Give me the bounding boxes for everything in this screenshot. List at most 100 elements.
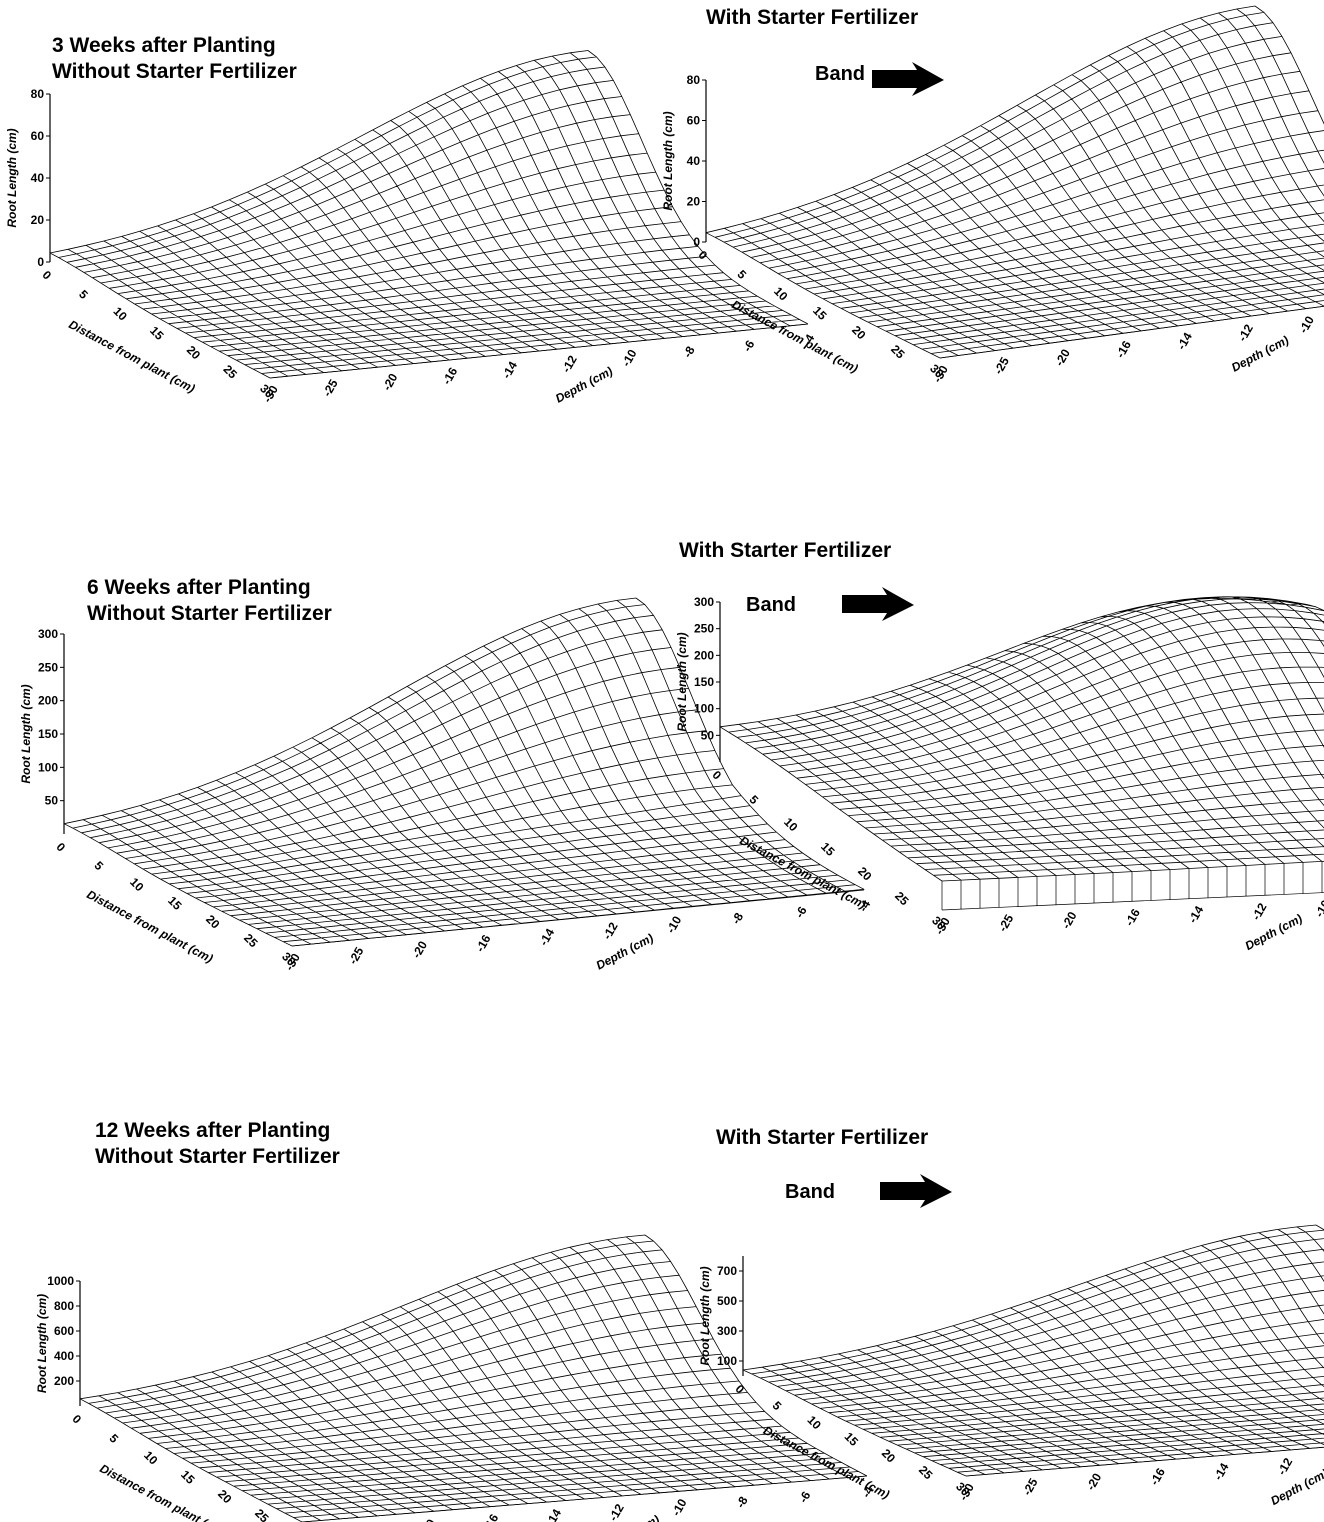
x-tick-label: 5 bbox=[770, 1399, 785, 1414]
y-tick-label: -25 bbox=[995, 912, 1016, 934]
x-tick-label: 15 bbox=[818, 839, 838, 859]
y-tick-label: -20 bbox=[380, 371, 401, 393]
x-tick-label: 10 bbox=[127, 875, 147, 895]
y-tick-label: -12 bbox=[1249, 900, 1270, 922]
y-tick-label: -12 bbox=[559, 353, 580, 375]
y-tick-label: -10 bbox=[663, 913, 684, 935]
z-tick-label: 100 bbox=[717, 1354, 737, 1368]
y-tick-label: -6 bbox=[796, 1489, 814, 1506]
z-tick-label: 300 bbox=[38, 627, 58, 641]
x-tick-label: 25 bbox=[252, 1506, 272, 1522]
y-tick-label: -10 bbox=[619, 347, 640, 369]
y-tick-label: -12 bbox=[600, 920, 621, 942]
y-tick-label: -14 bbox=[1174, 330, 1195, 352]
y-tick-label: -12 bbox=[606, 1501, 627, 1522]
x-tick-label: 15 bbox=[165, 893, 185, 913]
y-tick-label: -8 bbox=[680, 344, 698, 361]
chart-subtitle: Without Starter Fertilizer bbox=[52, 60, 297, 83]
y-tick-label: -20 bbox=[1052, 346, 1073, 368]
surface-panel-5: 12 Weeks after Planting Without Starter F… bbox=[35, 1119, 876, 1522]
x-tick-label: 15 bbox=[810, 303, 830, 323]
z-tick-label: 600 bbox=[54, 1324, 74, 1338]
surface-panel-2: With Starter Fertilizer Band 0 20 40 60 80 Root… bbox=[661, 5, 1324, 385]
x-tick-label: 10 bbox=[141, 1448, 161, 1468]
z-tick-label: 250 bbox=[38, 660, 58, 674]
x-tick-label: 15 bbox=[147, 323, 167, 343]
x-tick-label: 20 bbox=[203, 912, 223, 932]
y-tick-label: -16 bbox=[439, 365, 460, 387]
y-tick-label: -16 bbox=[1122, 906, 1143, 928]
y-tick-label: -25 bbox=[1020, 1476, 1041, 1498]
surface-mesh bbox=[719, 596, 1324, 882]
y-tick-label: -14 bbox=[1211, 1460, 1232, 1482]
y-tick-label: -8 bbox=[733, 1494, 751, 1511]
x-tick-label: 25 bbox=[916, 1463, 936, 1483]
surface-panel-3: 6 Weeks after Planting Without Starter Fe… bbox=[19, 576, 873, 973]
z-tick-label: 40 bbox=[687, 154, 701, 168]
z-tick-label: 200 bbox=[54, 1374, 74, 1388]
band-arrow-icon bbox=[880, 1174, 952, 1208]
surface-skirt bbox=[301, 1475, 868, 1522]
chart-title: 3 Weeks after Planting bbox=[52, 34, 276, 57]
z-tick-label: 80 bbox=[687, 73, 701, 87]
z-tick-label: 800 bbox=[54, 1299, 74, 1313]
band-label: Band bbox=[746, 594, 796, 616]
z-tick-label: 50 bbox=[701, 728, 715, 742]
y-tick-label: -20 bbox=[418, 1516, 439, 1522]
x-tick-label: 20 bbox=[849, 323, 869, 343]
z-tick-label: 200 bbox=[38, 694, 58, 708]
x-axis-label: Distance from plant (cm) bbox=[761, 1423, 892, 1501]
surface-skirt bbox=[965, 1446, 1324, 1477]
surface-skirt bbox=[269, 323, 809, 379]
y-tick-label: -20 bbox=[1083, 1470, 1104, 1492]
x-tick-label: 25 bbox=[241, 931, 261, 951]
y-tick-label: -10 bbox=[1312, 897, 1324, 919]
chart-subtitle: Without Starter Fertilizer bbox=[95, 1145, 340, 1168]
surface-mesh bbox=[63, 597, 865, 947]
x-tick-label: 25 bbox=[888, 342, 908, 362]
z-tick-label: 0 bbox=[693, 235, 700, 249]
y-tick-label: -10 bbox=[1296, 313, 1317, 335]
surface-mesh bbox=[79, 1234, 868, 1522]
z-axis-label: Root Length (cm) bbox=[35, 1294, 49, 1393]
y-tick-label: -10 bbox=[669, 1496, 690, 1518]
z-tick-label: 20 bbox=[31, 213, 45, 227]
y-tick-label: -20 bbox=[1059, 909, 1080, 931]
z-tick-label: 500 bbox=[717, 1294, 737, 1308]
chart-title: 6 Weeks after Planting bbox=[87, 576, 311, 599]
z-tick-label: 250 bbox=[694, 622, 714, 636]
z-tick-label: 0 bbox=[37, 255, 44, 269]
y-tick-label: -12 bbox=[1274, 1455, 1295, 1477]
x-axis-label: Distance from plant (cm) bbox=[97, 1461, 228, 1522]
y-tick-label: -14 bbox=[1185, 903, 1206, 925]
chart-title: With Starter Fertilizer bbox=[706, 6, 918, 29]
x-tick-label: 0 bbox=[696, 248, 711, 263]
surface-skirt bbox=[291, 889, 865, 947]
z-tick-label: 1000 bbox=[47, 1274, 74, 1288]
z-tick-label: 80 bbox=[31, 87, 45, 101]
y-tick-label: -16 bbox=[1113, 338, 1134, 360]
x-tick-label: 20 bbox=[879, 1446, 899, 1466]
x-tick-label: 25 bbox=[892, 889, 912, 909]
x-tick-label: 5 bbox=[747, 793, 762, 808]
x-tick-label: 15 bbox=[842, 1429, 862, 1449]
z-tick-label: 300 bbox=[717, 1324, 737, 1338]
y-tick-label: -20 bbox=[409, 938, 430, 960]
y-tick-label: -14 bbox=[536, 926, 557, 948]
surface-skirt bbox=[941, 861, 1324, 911]
band-arrow-icon bbox=[842, 587, 914, 621]
x-tick-label: 25 bbox=[220, 362, 240, 382]
y-tick-label: -16 bbox=[473, 932, 494, 954]
z-tick-label: 150 bbox=[694, 675, 714, 689]
chart-title: With Starter Fertilizer bbox=[716, 1126, 928, 1149]
z-axis-label: Root Length (cm) bbox=[5, 128, 19, 227]
y-tick-label: -16 bbox=[480, 1511, 501, 1522]
z-tick-label: 60 bbox=[31, 129, 45, 143]
z-tick-label: 40 bbox=[31, 171, 45, 185]
y-tick-label: -6 bbox=[792, 904, 810, 921]
x-tick-label: 15 bbox=[178, 1467, 198, 1487]
y-tick-label: -25 bbox=[346, 944, 367, 966]
surface-panel-1: 3 Weeks after Planting Without Starter Fe… bbox=[5, 34, 817, 406]
y-tick-label: -25 bbox=[320, 377, 341, 399]
y-tick-label: -6 bbox=[740, 338, 758, 355]
